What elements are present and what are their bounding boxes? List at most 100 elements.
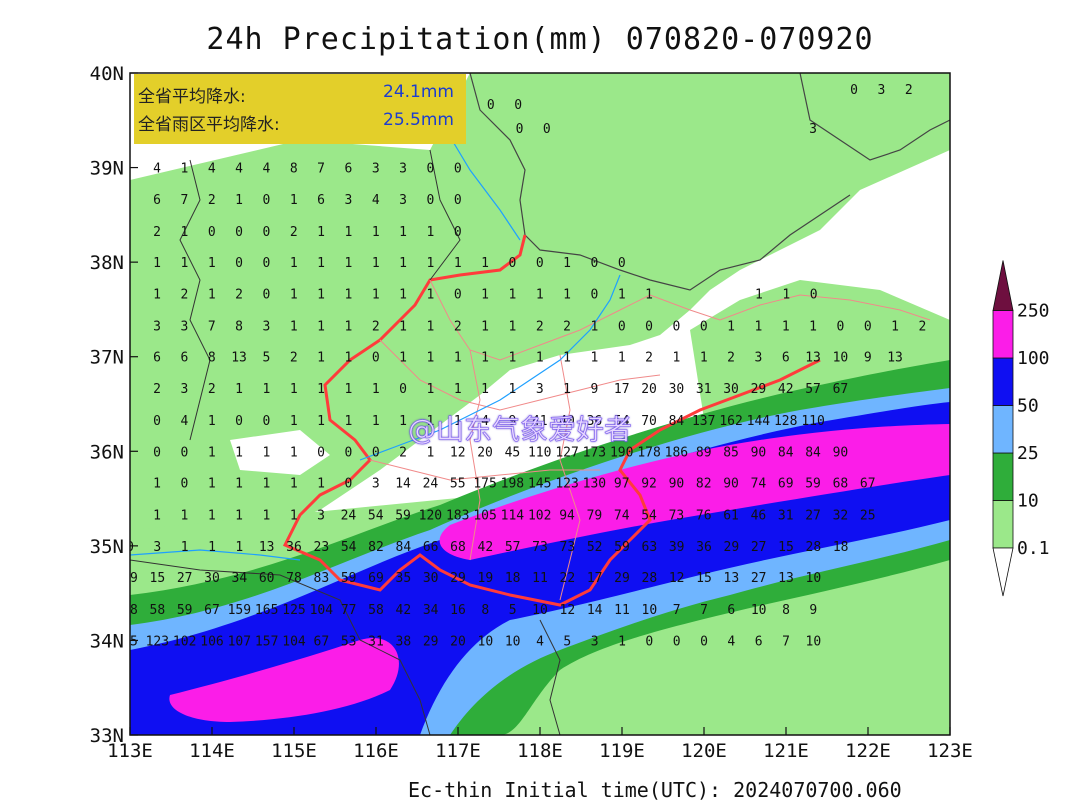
grid-value: 27 [177, 571, 193, 586]
grid-value: 0 [262, 225, 270, 240]
grid-value: 17 [614, 382, 630, 397]
grid-value: 0 [180, 476, 188, 491]
grid-value: 145 [528, 476, 551, 491]
grid-value: 1 [481, 382, 489, 397]
grid-value: 102 [528, 509, 551, 524]
grid-value: 57 [505, 540, 521, 555]
grid-value: 165 [255, 603, 278, 618]
y-tick-label: 38N [90, 252, 124, 274]
grid-value: 90 [723, 476, 739, 491]
grid-value: 10 [806, 634, 822, 649]
grid-value: 2 [645, 351, 653, 366]
grid-value: 1 [782, 320, 790, 335]
admin-borders [130, 73, 950, 735]
grid-value: 1 [399, 351, 407, 366]
grid-value: 0 [645, 634, 653, 649]
grid-value: 5 [509, 603, 517, 618]
grid-value: 2 [536, 320, 544, 335]
grid-value: 1 [399, 256, 407, 271]
grid-value: 19 [122, 571, 138, 586]
province-border [282, 234, 821, 607]
grid-value: 1 [235, 476, 243, 491]
county-border-5 [559, 354, 581, 601]
grid-value: 1 [235, 540, 243, 555]
grid-value: 1 [372, 256, 380, 271]
grid-value: 1 [508, 320, 516, 335]
grid-value: 1 [317, 287, 325, 302]
grid-value: 127 [555, 445, 578, 460]
grid-value: 1 [290, 320, 298, 335]
grid-value: 3 [754, 351, 762, 366]
grid-value: 0 [399, 382, 407, 397]
county-border-2 [379, 339, 661, 411]
grid-value: 144 [747, 414, 771, 429]
grid-value: 84 [805, 445, 821, 460]
grid-value: 79 [587, 509, 603, 524]
info-label: 全省雨区平均降水: [138, 115, 280, 135]
province-border-other-2 [130, 559, 431, 735]
grid-value: 82 [368, 540, 384, 555]
grid-value: 1 [317, 351, 325, 366]
y-tick-label: 35N [90, 536, 124, 558]
grid-value: 77 [341, 603, 357, 618]
grid-value: 8 [235, 320, 243, 335]
grid-value: 69 [368, 571, 384, 586]
grid-value: 4 [481, 414, 489, 429]
grid-value: 58 [150, 603, 166, 618]
grid-value: 78 [286, 571, 302, 586]
grid-value: 7 [700, 603, 708, 618]
grid-value: 69 [778, 476, 794, 491]
grid-value: 2 [153, 225, 161, 240]
grid-value: 6 [180, 351, 188, 366]
grid-value: 25 [860, 509, 876, 524]
grid-value: 28 [642, 571, 658, 586]
grid-value: 1 [290, 476, 298, 491]
grid-value: 20 [450, 634, 466, 649]
grid-value: 7 [673, 603, 681, 618]
grid-value: 13 [259, 540, 275, 555]
page-title: 24h Precipitation(mm) 070820-070920 [206, 22, 874, 57]
grid-value: 6 [317, 193, 325, 208]
grid-value: 1 [290, 382, 298, 397]
grid-value: 0 [262, 287, 270, 302]
grid-value: 15 [778, 540, 794, 555]
grid-value: 1 [809, 320, 817, 335]
grid-value: 1 [426, 287, 434, 302]
grid-value: 2 [153, 382, 161, 397]
dry-gap-1 [230, 430, 330, 475]
grid-value: 0 [700, 634, 708, 649]
grid-value: 30 [723, 382, 739, 397]
grid-value: 85 [723, 445, 739, 460]
grid-value: 29 [751, 382, 767, 397]
grid-value: 9 [864, 351, 872, 366]
grid-value: 2 [727, 351, 735, 366]
grid-value: 1 [563, 382, 571, 397]
grid-value: 1 [454, 351, 462, 366]
grid-value: 94 [559, 509, 575, 524]
grid-value: 3 [153, 320, 161, 335]
grid-value: 1 [618, 351, 626, 366]
grid-value: 1 [208, 509, 216, 524]
province-border-other-4 [429, 149, 461, 281]
grid-value: 3 [180, 382, 188, 397]
grid-value: 8 [481, 603, 489, 618]
grid-value: 6 [755, 634, 763, 649]
grid-value: 42 [778, 382, 794, 397]
grid-value: 0 [262, 193, 270, 208]
grid-value: 12 [450, 445, 466, 460]
grid-value: 186 [665, 445, 688, 460]
colorbar: 0.1 10 25 50 100 250 [992, 260, 1050, 597]
grid-value: 0 [618, 320, 626, 335]
grid-value: 110 [528, 445, 551, 460]
grid-value: 1 [317, 414, 325, 429]
grid-value: 1 [208, 414, 216, 429]
x-tick-label: 119E [599, 740, 645, 762]
grid-value: 92 [641, 476, 657, 491]
grid-value: 1 [891, 320, 899, 335]
grid-value: 4 [235, 162, 243, 177]
grid-value: 0 [235, 414, 243, 429]
grid-value: 1 [754, 320, 762, 335]
grid-value: 15 [150, 571, 166, 586]
grid-value: 2 [290, 351, 298, 366]
grid-value: 0 [153, 445, 161, 460]
